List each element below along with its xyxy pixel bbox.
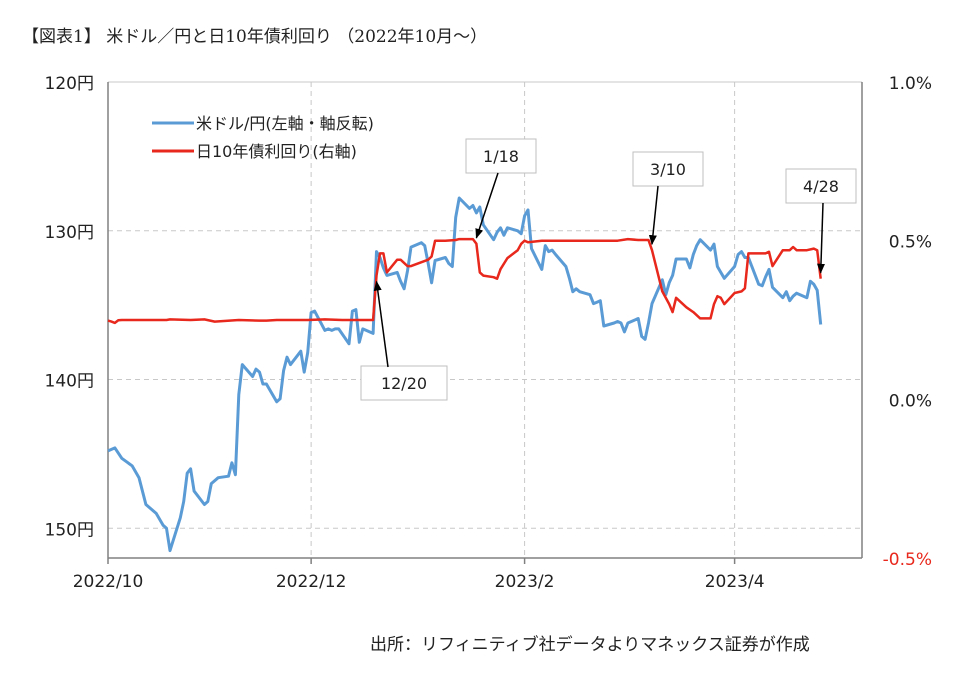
x-tick-label: 2023/4 (705, 572, 765, 592)
usdjpy-line (107, 196, 823, 553)
legend-label: 米ドル/円(左軸・軸反転) (196, 114, 374, 133)
y-right-tick-label: -0.5% (883, 550, 932, 570)
y-right-tick-label: 0.5% (889, 233, 932, 253)
callout-label: 1/18 (483, 147, 519, 166)
source-note: 出所：リフィニティブ社データよりマネックス証券が作成 (370, 635, 810, 655)
callout-arrow (648, 185, 659, 246)
chart-title: 【図表1】 米ドル／円と日10年債利回り （2022年10月～） (22, 27, 488, 47)
annotations: 12/20 1/18 3/10 4/28 (360, 138, 857, 401)
y-left-tick-label: 150円 (45, 520, 94, 540)
callout-box (465, 138, 537, 174)
callout-box (360, 365, 448, 401)
y-right-tick-label: 1.0% (889, 74, 932, 94)
legend: 米ドル/円(左軸・軸反転) 日10年債利回り(右軸) (152, 114, 374, 161)
callout-box (785, 168, 857, 204)
callout-arrow (475, 172, 499, 239)
callout-arrow (373, 280, 389, 368)
axes: 120円 130円 140円 150円 2022/10 2022/12 2023/2 2023… (45, 74, 932, 592)
callout-arrow (816, 202, 825, 274)
y-left-tick-label: 130円 (45, 223, 94, 243)
callout-label: 12/20 (381, 374, 427, 393)
x-tick-label: 2022/10 (73, 572, 144, 592)
x-tick-label: 2023/2 (495, 572, 555, 592)
y-left-tick-label: 140円 (45, 372, 94, 392)
legend-label: 日10年債利回り(右軸) (196, 142, 357, 161)
jgb10y-line (107, 237, 822, 325)
x-tick-label: 2022/12 (276, 572, 347, 592)
y-left-tick-label: 120円 (45, 74, 94, 94)
callout-label: 4/28 (803, 177, 839, 196)
callout-label: 3/10 (650, 160, 686, 179)
series (107, 196, 823, 553)
callout-box (632, 151, 704, 187)
y-right-tick-label: 0.0% (889, 391, 932, 411)
